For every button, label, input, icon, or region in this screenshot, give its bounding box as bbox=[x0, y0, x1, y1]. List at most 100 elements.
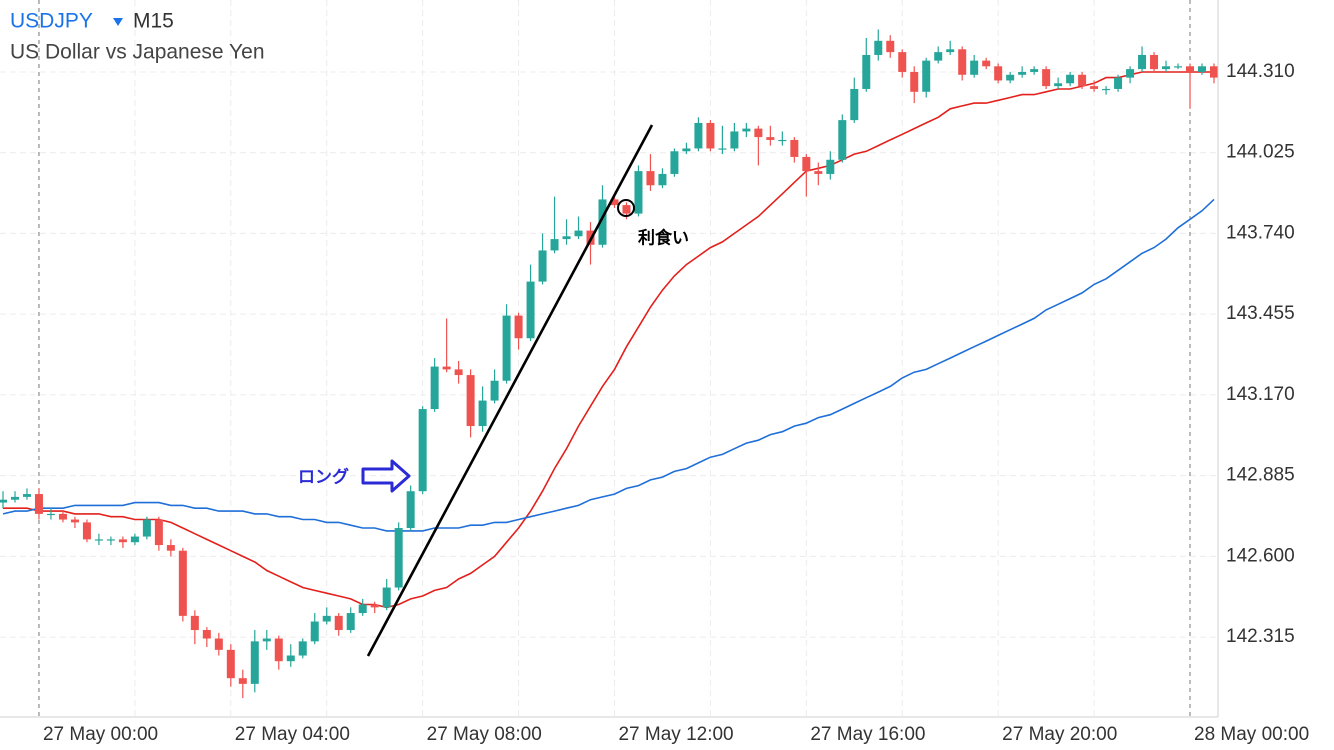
candle-body bbox=[94, 539, 103, 541]
x-tick-label: 28 May 00:00 bbox=[1194, 724, 1309, 745]
candle-body bbox=[142, 519, 151, 537]
candle-body bbox=[226, 649, 235, 679]
candle-body bbox=[34, 494, 43, 514]
candle-body bbox=[202, 630, 211, 639]
candle-body bbox=[118, 539, 127, 543]
candle-body bbox=[766, 137, 775, 140]
candle-body bbox=[742, 128, 751, 132]
candle-body bbox=[922, 60, 931, 92]
candle-body bbox=[1198, 66, 1206, 72]
candle-body bbox=[1090, 86, 1099, 89]
candle-body bbox=[166, 545, 175, 551]
annotation-take-profit: 利食い bbox=[638, 227, 689, 247]
candle-body bbox=[970, 60, 979, 75]
candle-body bbox=[874, 40, 883, 55]
candle-body bbox=[754, 128, 763, 138]
candle-body bbox=[0, 499, 7, 503]
candle-body bbox=[718, 148, 727, 150]
candle-body bbox=[946, 49, 955, 53]
timeframe: M15 bbox=[133, 10, 174, 33]
candle-body bbox=[1162, 66, 1171, 70]
candle-body bbox=[538, 250, 547, 282]
grid bbox=[0, 0, 1218, 717]
moving-averages bbox=[2, 71, 1215, 609]
symbol[interactable]: USDJPY bbox=[10, 10, 93, 33]
candle-body bbox=[346, 613, 355, 631]
candle-body bbox=[1018, 71, 1027, 75]
candle-body bbox=[190, 615, 199, 631]
y-tick-label: 142.885 bbox=[1226, 465, 1295, 486]
take-profit-marker bbox=[617, 199, 635, 217]
x-tick-label: 27 May 04:00 bbox=[235, 724, 350, 745]
candle-body bbox=[790, 139, 799, 157]
candle-body bbox=[1138, 54, 1147, 70]
candle-body bbox=[130, 536, 139, 543]
moving-average-line bbox=[2, 198, 1215, 532]
y-tick-label: 142.315 bbox=[1226, 626, 1295, 647]
candle-body bbox=[490, 380, 499, 401]
candle-body bbox=[82, 522, 91, 540]
candle-body bbox=[694, 122, 703, 149]
y-tick-label: 143.740 bbox=[1226, 222, 1295, 243]
candle-body bbox=[646, 171, 655, 186]
candle-body bbox=[286, 655, 295, 662]
candle-body bbox=[634, 171, 643, 214]
candle-body bbox=[622, 205, 631, 214]
candle-body bbox=[730, 131, 739, 149]
candle-body bbox=[442, 366, 451, 370]
candle-body bbox=[502, 315, 511, 381]
x-tick-label: 27 May 00:00 bbox=[43, 724, 158, 745]
candle-body bbox=[1186, 66, 1195, 72]
candle-body bbox=[550, 239, 559, 251]
candle-body bbox=[574, 230, 583, 237]
candle-body bbox=[298, 641, 307, 656]
candle-body bbox=[262, 638, 271, 642]
candle-body bbox=[958, 49, 967, 75]
candle-body bbox=[238, 678, 247, 684]
x-tick-label: 27 May 20:00 bbox=[1002, 724, 1117, 745]
candle-body bbox=[1030, 69, 1039, 72]
candle-body bbox=[334, 615, 343, 631]
candle-body bbox=[886, 40, 895, 53]
candle-body bbox=[1042, 69, 1051, 87]
candle-body bbox=[706, 122, 715, 149]
candle-body bbox=[514, 315, 523, 339]
candle-body bbox=[310, 621, 319, 642]
x-tick-label: 27 May 16:00 bbox=[810, 724, 925, 745]
candle-body bbox=[910, 71, 919, 92]
candle-body bbox=[1174, 66, 1183, 68]
candle-body bbox=[250, 641, 259, 684]
candle-body bbox=[70, 519, 79, 523]
y-tick-label: 143.455 bbox=[1226, 303, 1295, 324]
candle-body bbox=[1102, 88, 1111, 91]
candle-body bbox=[934, 52, 943, 61]
candle-body bbox=[1054, 83, 1063, 87]
candle-body bbox=[178, 550, 187, 616]
candle-body bbox=[322, 615, 331, 622]
candle-body bbox=[850, 88, 859, 121]
y-tick-label: 143.170 bbox=[1226, 384, 1295, 405]
candle-body bbox=[802, 156, 811, 172]
moving-average-line bbox=[3, 71, 1214, 609]
candle-body bbox=[610, 199, 619, 206]
candle-body bbox=[1078, 74, 1087, 87]
candle-body bbox=[466, 375, 475, 427]
annotation-long: ロング bbox=[298, 466, 349, 486]
candle-body bbox=[478, 400, 487, 427]
candle-body bbox=[898, 52, 907, 72]
candle-body bbox=[358, 604, 367, 614]
candle-body bbox=[526, 281, 535, 339]
candle-body bbox=[982, 60, 991, 67]
candle-body bbox=[1150, 54, 1159, 70]
candle-body bbox=[838, 120, 847, 160]
candle-body bbox=[22, 494, 31, 497]
candle-body bbox=[826, 159, 835, 174]
symbol-dropdown-icon[interactable] bbox=[113, 18, 123, 26]
candle-body bbox=[994, 66, 1003, 81]
candle-body bbox=[814, 171, 823, 174]
candles bbox=[0, 29, 1218, 699]
trend-line bbox=[366, 124, 654, 657]
candle-body bbox=[682, 148, 691, 152]
candle-body bbox=[670, 151, 679, 174]
